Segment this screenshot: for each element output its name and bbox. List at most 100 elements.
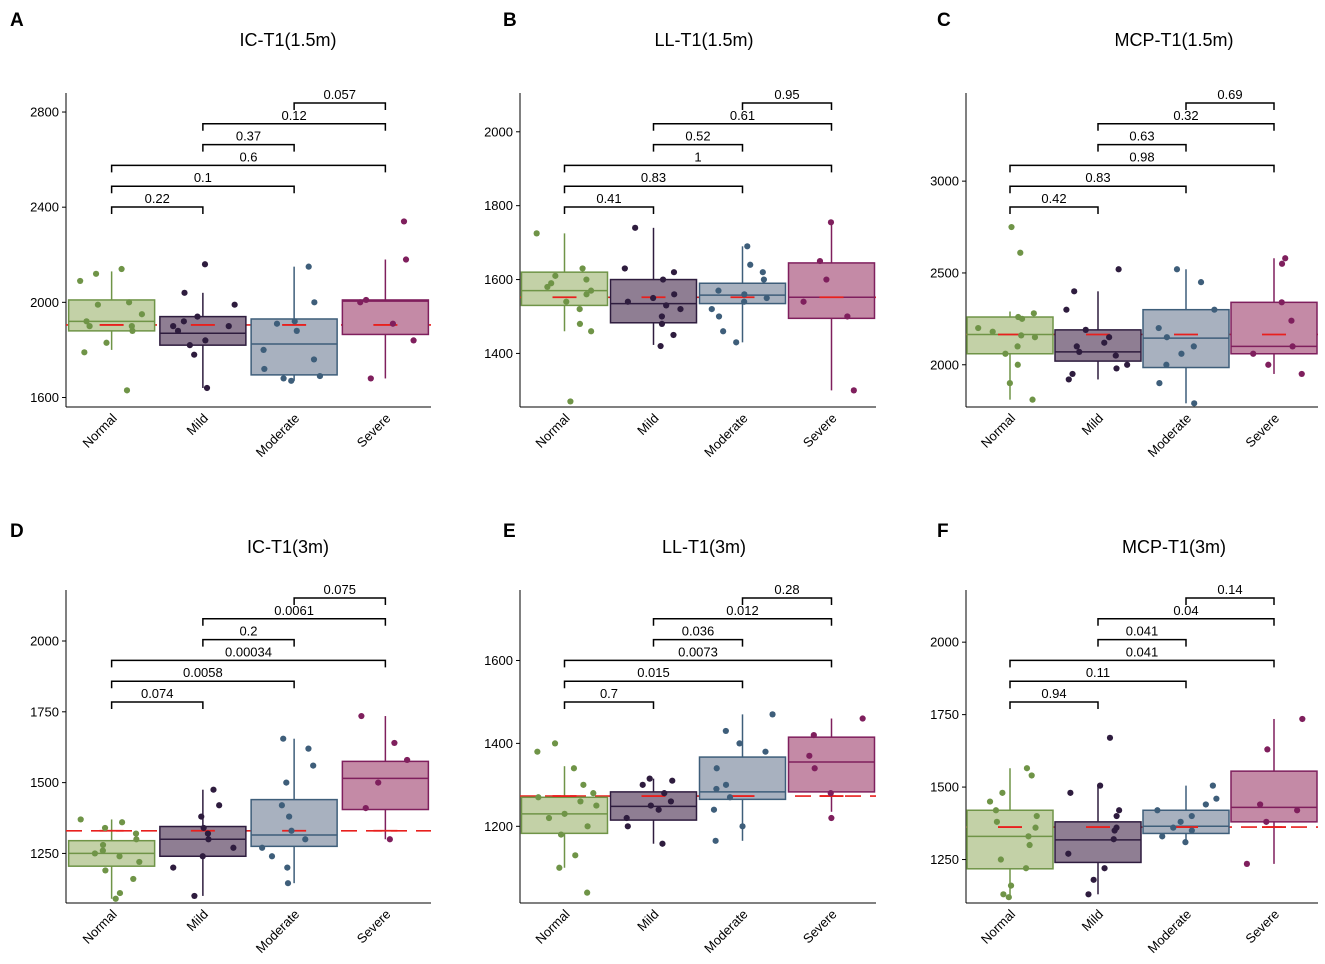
data-point (639, 781, 646, 788)
data-point (404, 756, 411, 764)
data-point (129, 327, 136, 334)
data-point (1101, 865, 1108, 872)
data-point (118, 819, 126, 826)
box-normal (67, 816, 156, 902)
data-point (823, 276, 830, 283)
data-point (1006, 380, 1013, 387)
data-point (1289, 343, 1296, 350)
significance-bracket: 0.28 (741, 582, 833, 605)
panel-letter-b: B (503, 10, 517, 31)
data-point (576, 306, 583, 313)
p-value-label: 0.0073 (678, 644, 718, 659)
data-point (123, 387, 131, 394)
data-point (828, 814, 835, 822)
data-point (132, 830, 140, 837)
box-severe (787, 219, 876, 394)
panel-letter-c: C (937, 10, 951, 31)
data-point (986, 798, 994, 805)
data-point (567, 398, 574, 405)
bracket-line (110, 680, 295, 689)
data-point (191, 892, 198, 900)
box-body (609, 278, 698, 324)
y-tick-label: 1200 (484, 819, 513, 834)
data-point (201, 261, 209, 268)
p-value-label: 0.69 (1217, 87, 1242, 102)
bracket-line (1185, 597, 1275, 605)
box-body (787, 262, 876, 320)
data-point (136, 858, 143, 866)
data-point (1213, 795, 1220, 802)
box-severe (1230, 715, 1318, 867)
data-point (747, 261, 754, 268)
x-tick-label-normal: Normal (978, 906, 1018, 946)
data-point (138, 311, 146, 318)
bracket-line (110, 164, 387, 173)
data-point (1028, 772, 1035, 779)
data-point (1191, 400, 1198, 407)
data-point (810, 731, 817, 739)
data-point (1188, 827, 1195, 834)
x-tick-label-severe: Severe (354, 907, 394, 947)
data-point (827, 219, 835, 226)
bracket-line (1009, 206, 1099, 214)
bracket-line (1097, 123, 1275, 131)
data-point (400, 218, 408, 225)
data-point (130, 875, 137, 883)
bracket-line (1009, 680, 1187, 689)
data-point (280, 375, 287, 382)
data-point (624, 823, 631, 830)
box-moderate (698, 711, 787, 844)
data-point (204, 830, 212, 837)
panel-letter-f: F (937, 521, 949, 542)
data-point (112, 895, 119, 902)
bracket-line (110, 701, 204, 709)
data-point (278, 802, 285, 809)
data-point (118, 265, 125, 273)
data-point (1005, 894, 1012, 901)
data-point (769, 711, 776, 718)
data-point (588, 328, 595, 335)
box-severe (1230, 255, 1318, 378)
y-tick-label: 1500 (30, 775, 59, 790)
p-value-label: 0.041 (1126, 624, 1159, 639)
y-tick-label: 2400 (30, 200, 59, 215)
data-point (1101, 339, 1108, 346)
p-value-label: 0.11 (1086, 665, 1110, 680)
box-moderate (1142, 266, 1230, 407)
data-point (311, 299, 318, 306)
data-point (534, 748, 541, 755)
significance-bracket: 0.63 (1097, 129, 1187, 152)
bracket-line (202, 143, 295, 152)
data-point (1178, 350, 1185, 357)
data-point (180, 318, 187, 325)
data-point (1113, 824, 1120, 831)
data-point (389, 320, 397, 327)
data-point (1008, 223, 1015, 231)
significance-bracket: 0.074 (110, 686, 204, 709)
data-point (310, 356, 318, 363)
p-value-label: 0.52 (685, 129, 710, 144)
data-point (1065, 376, 1072, 383)
box-mild (1054, 266, 1142, 383)
box-mild (609, 775, 698, 847)
box-body (341, 760, 430, 811)
data-point (722, 727, 729, 735)
data-point (1288, 317, 1295, 324)
data-point (375, 779, 382, 786)
y-tick-label: 1600 (484, 272, 513, 287)
x-tick-label-moderate: Moderate (1145, 411, 1194, 460)
y-tick-label: 2000 (30, 295, 59, 310)
panel-letter-d: D (10, 521, 24, 542)
data-point (99, 841, 107, 849)
data-point (199, 853, 206, 860)
data-point (1031, 334, 1039, 341)
data-point (288, 377, 295, 384)
y-tick-label: 1750 (930, 707, 959, 722)
p-value-label: 0.94 (1041, 686, 1066, 701)
p-value-label: 0.61 (730, 108, 755, 123)
significance-bracket: 0.32 (1097, 108, 1275, 131)
p-value-label: 0.6 (239, 149, 257, 164)
data-point (713, 785, 720, 793)
panel-e: E LL-T1(3m) 1200 1400 1600 Normal Mild Moderate… (484, 521, 876, 956)
data-point (1015, 313, 1022, 321)
